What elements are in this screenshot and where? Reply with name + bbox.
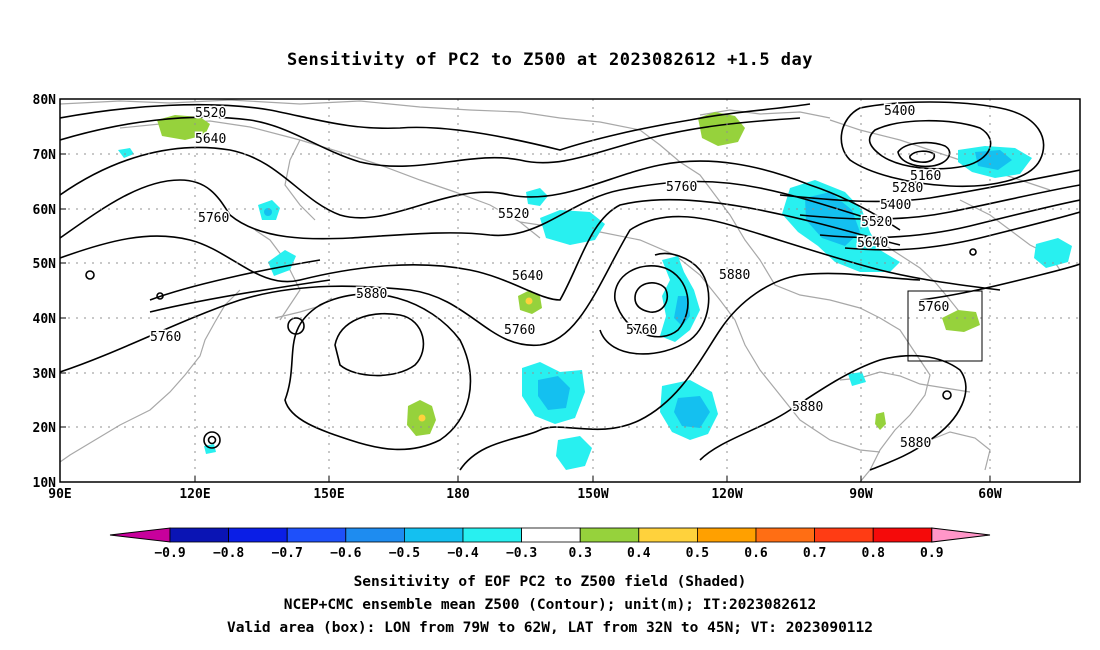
shade-blob: [805, 192, 860, 246]
latitude-labels: 80N 70N 60N 50N 40N 30N 20N 10N: [33, 93, 57, 491]
colorbar-swatch: [403, 527, 464, 543]
caption-shaded: Sensitivity of EOF PC2 to Z500 field (Sh…: [353, 574, 747, 590]
lon-label: 90E: [48, 487, 71, 502]
contour-label: 5760: [626, 323, 657, 338]
colorbar-label: 0.9: [920, 546, 943, 561]
contour-label: 5880: [900, 436, 931, 451]
lat-label: 20N: [33, 421, 57, 436]
colorbar-swatch: [286, 527, 347, 543]
caption-valid-area: Valid area (box): LON from 79W to 62W, L…: [226, 620, 873, 636]
shade-blob: [264, 208, 272, 216]
colorbar-swatch: [755, 527, 815, 543]
colorbar-label: 0.6: [744, 546, 768, 561]
contour-label: 5520: [861, 215, 892, 230]
colorbar-label: −0.6: [330, 546, 361, 561]
colorbar: [109, 527, 991, 543]
contour-label: 5400: [884, 104, 915, 119]
colorbar-swatch: [872, 527, 933, 543]
shade-blob: [674, 396, 710, 428]
contour-label: 5760: [150, 330, 181, 345]
graticule: [60, 99, 1080, 482]
lat-label: 80N: [33, 93, 57, 108]
caption-contour: NCEP+CMC ensemble mean Z500 (Contour); u…: [283, 597, 817, 613]
colorbar-low-triangle: [109, 527, 171, 543]
shade-blob: [418, 414, 426, 422]
lat-label: 40N: [33, 312, 57, 327]
contour-label: 5760: [918, 300, 949, 315]
lon-label: 60W: [978, 487, 1002, 502]
contour-label: 5160: [910, 169, 941, 184]
lon-label: 180: [446, 487, 470, 502]
contour-label: 5640: [857, 236, 888, 251]
lon-label: 150E: [313, 487, 344, 502]
contour-label: 5520: [195, 106, 226, 121]
shade-blob: [525, 297, 533, 305]
lat-label: 70N: [33, 148, 57, 163]
contour-label: 5400: [880, 198, 911, 213]
colorbar-label: 0.5: [686, 546, 709, 561]
colorbar-label: −0.3: [506, 546, 537, 561]
lat-label: 60N: [33, 203, 57, 218]
map-title: Sensitivity of PC2 to Z500 at 2023082612…: [286, 50, 813, 70]
colorbar-swatch: [638, 527, 698, 543]
lon-label: 90W: [849, 487, 873, 502]
lat-label: 30N: [33, 367, 57, 382]
shade-blob: [556, 436, 592, 470]
shade-blob: [942, 310, 980, 332]
colorbar-swatch: [345, 527, 405, 543]
colorbar-swatch: [462, 527, 522, 543]
shade-blob: [975, 150, 1012, 170]
shade-blob: [538, 376, 570, 410]
lon-label: 120E: [179, 487, 210, 502]
colorbar-label: 0.4: [627, 546, 651, 561]
colorbar-labels: −0.9 −0.8 −0.7 −0.6 −0.5 −0.4 −0.3 0.3 0…: [154, 546, 943, 561]
shade-blob: [848, 372, 866, 386]
valid-area-box: [907, 290, 983, 362]
contour-label: 5880: [792, 400, 823, 415]
colorbar-swatch: [521, 527, 581, 543]
colorbar-swatch: [697, 527, 757, 543]
contour-label: 5640: [195, 132, 226, 147]
colorbar-label: 0.7: [803, 546, 826, 561]
contour-label: 5760: [504, 323, 535, 338]
longitude-labels: 90E 120E 150E 180 150W 120W 90W 60W: [48, 487, 1002, 502]
shade-blob: [268, 250, 296, 276]
colorbar-label: −0.9: [154, 546, 185, 561]
colorbar-label: 0.8: [861, 546, 885, 561]
contour-label: 5640: [512, 269, 543, 284]
shade-blob: [118, 148, 134, 158]
lon-label: 150W: [577, 487, 608, 502]
colorbar-label: −0.4: [447, 546, 478, 561]
shade-blob: [1034, 238, 1072, 268]
colorbar-label: −0.8: [213, 546, 244, 561]
colorbar-label: −0.7: [272, 546, 303, 561]
contour-labels: 5520 5640 5760 5760 5520 5640 5760 5880 …: [149, 103, 951, 453]
contour-label: 5760: [198, 211, 229, 226]
colorbar-swatch: [169, 527, 229, 543]
lon-label: 120W: [711, 487, 742, 502]
colorbar-high-triangle: [931, 527, 991, 543]
lat-label: 50N: [33, 257, 57, 272]
axis-ticks: [60, 98, 991, 482]
map-frame: [59, 98, 1081, 483]
contour-label: 5280: [892, 181, 923, 196]
lat-label: 10N: [33, 476, 57, 491]
colorbar-label: −0.5: [389, 546, 420, 561]
shade-blob: [698, 112, 745, 146]
contour-label: 5520: [498, 207, 529, 222]
contour-label: 5760: [666, 180, 697, 195]
colorbar-swatch: [228, 527, 288, 543]
colorbar-label: 0.3: [568, 546, 591, 561]
contour-label: 5880: [719, 268, 750, 283]
shade-blob: [875, 412, 886, 430]
contour-label: 5880: [356, 287, 387, 302]
colorbar-swatch: [579, 527, 640, 543]
z500-contours: [60, 101, 1080, 471]
shade-blob: [540, 210, 605, 245]
shade-blob: [157, 115, 210, 140]
colorbar-swatch: [814, 527, 874, 543]
